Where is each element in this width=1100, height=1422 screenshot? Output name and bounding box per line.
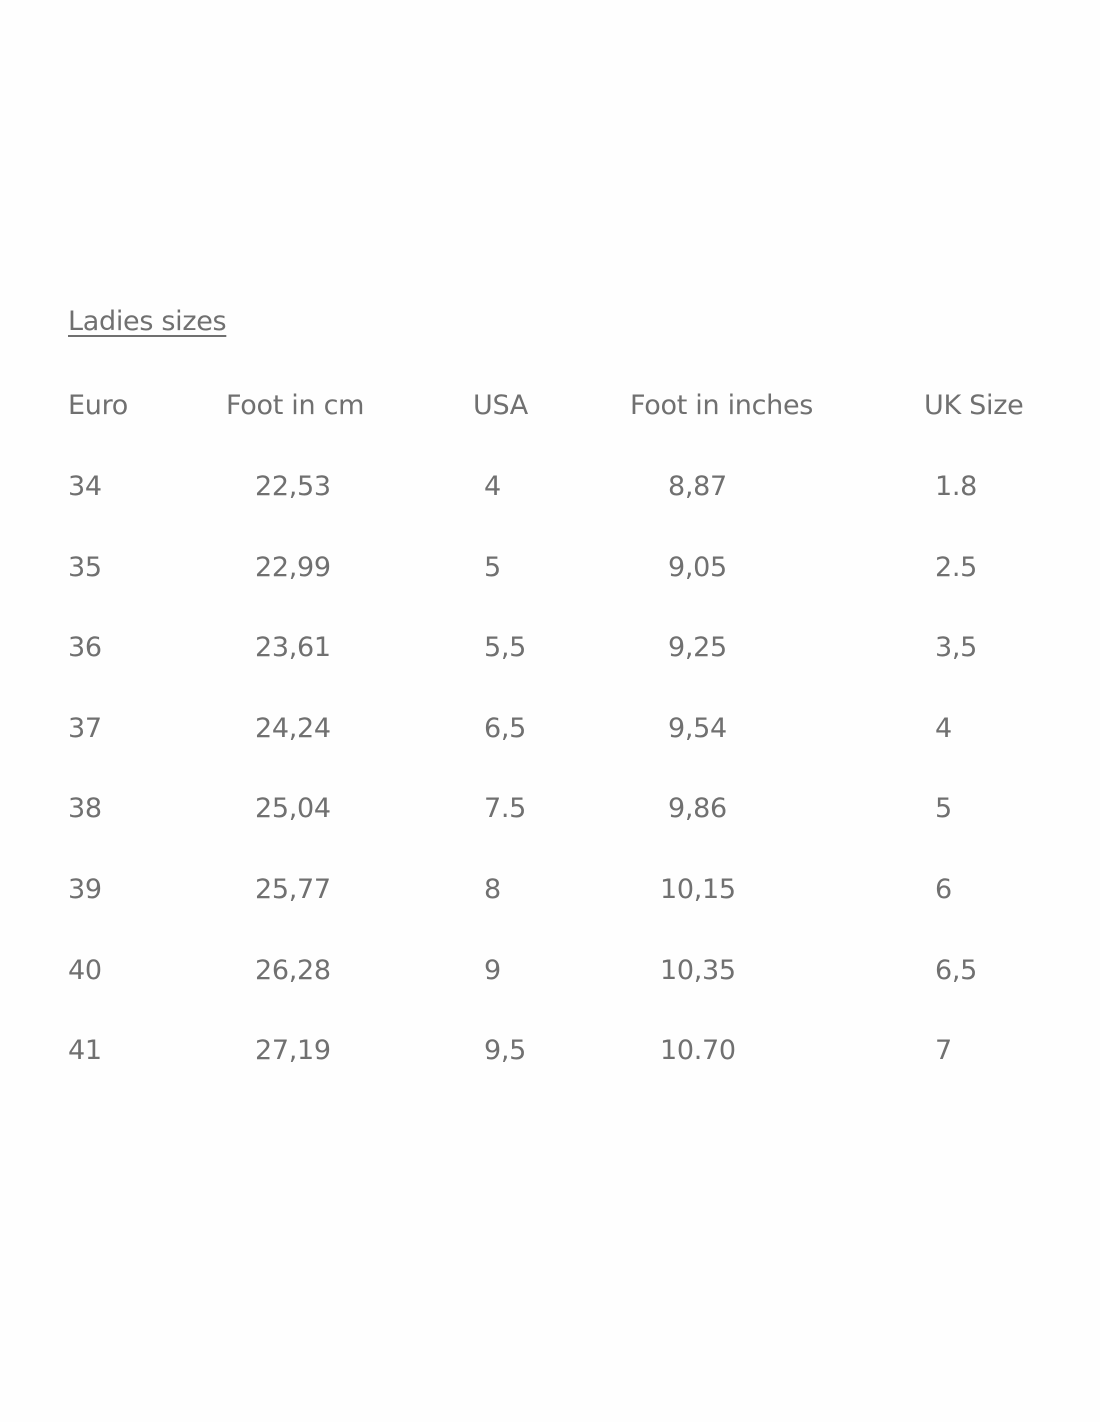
cell-euro: 38: [68, 793, 102, 825]
table-header-row: Euro Foot in cm USA Foot in inches UK Si…: [0, 386, 1100, 426]
cell-euro: 36: [68, 632, 102, 664]
cell-uk-size: 3,5: [935, 632, 978, 664]
cell-uk-size: 6: [935, 874, 952, 905]
cell-uk-size: 4: [935, 712, 952, 744]
cell-uk-size: 7: [935, 1035, 952, 1067]
header-foot-cm: Foot in cm: [226, 390, 365, 421]
cell-foot-cm: 26,28: [255, 954, 331, 986]
cell-usa: 5,5: [484, 632, 527, 664]
table-row: 36 23,61 5,5 9,25 3,5: [0, 628, 1100, 668]
cell-uk-size: 2.5: [935, 551, 978, 583]
cell-usa: 9: [484, 954, 501, 986]
cell-foot-cm: 23,61: [255, 632, 331, 664]
cell-foot-cm: 22,99: [255, 551, 331, 583]
cell-uk-size: 1.8: [935, 471, 978, 502]
cell-usa: 9,5: [484, 1035, 527, 1067]
header-uk-size: UK Size: [924, 390, 1024, 421]
table-row: 38 25,04 7.5 9,86 5: [0, 789, 1100, 829]
cell-foot-inches: 10,15: [660, 874, 736, 905]
cell-foot-inches: 9,86: [668, 793, 727, 825]
cell-usa: 8: [484, 874, 501, 905]
cell-foot-inches: 10,35: [660, 954, 736, 986]
cell-uk-size: 6,5: [935, 954, 978, 986]
table-row: 39 25,77 8 10,15 6: [0, 870, 1100, 910]
section-title-link[interactable]: Ladies sizes: [68, 306, 227, 337]
cell-foot-cm: 25,77: [255, 874, 331, 905]
header-usa: USA: [473, 390, 528, 421]
cell-usa: 6,5: [484, 712, 527, 744]
cell-euro: 41: [68, 1035, 102, 1067]
cell-euro: 39: [68, 874, 102, 905]
cell-foot-inches: 9,05: [668, 551, 727, 583]
table-row: 37 24,24 6,5 9,54 4: [0, 709, 1100, 749]
table-row: 40 26,28 9 10,35 6,5: [0, 951, 1100, 991]
table-row: 34 22,53 4 8,87 1.8: [0, 467, 1100, 507]
cell-usa: 5: [484, 551, 501, 583]
cell-foot-inches: 10.70: [660, 1035, 736, 1067]
cell-uk-size: 5: [935, 793, 952, 825]
cell-foot-cm: 25,04: [255, 793, 331, 825]
cell-foot-cm: 24,24: [255, 712, 331, 744]
cell-usa: 7.5: [484, 793, 527, 825]
table-row: 41 27,19 9,5 10.70 7: [0, 1031, 1100, 1071]
header-foot-inches: Foot in inches: [630, 390, 814, 421]
cell-euro: 40: [68, 954, 102, 986]
cell-foot-inches: 9,25: [668, 632, 727, 664]
cell-foot-inches: 9,54: [668, 712, 727, 744]
header-euro: Euro: [68, 390, 128, 421]
cell-foot-cm: 22,53: [255, 471, 331, 502]
cell-foot-inches: 8,87: [668, 471, 727, 502]
cell-euro: 35: [68, 551, 102, 583]
cell-euro: 34: [68, 471, 102, 502]
cell-euro: 37: [68, 712, 102, 744]
cell-foot-cm: 27,19: [255, 1035, 331, 1067]
cell-usa: 4: [484, 471, 501, 502]
table-row: 35 22,99 5 9,05 2.5: [0, 548, 1100, 588]
